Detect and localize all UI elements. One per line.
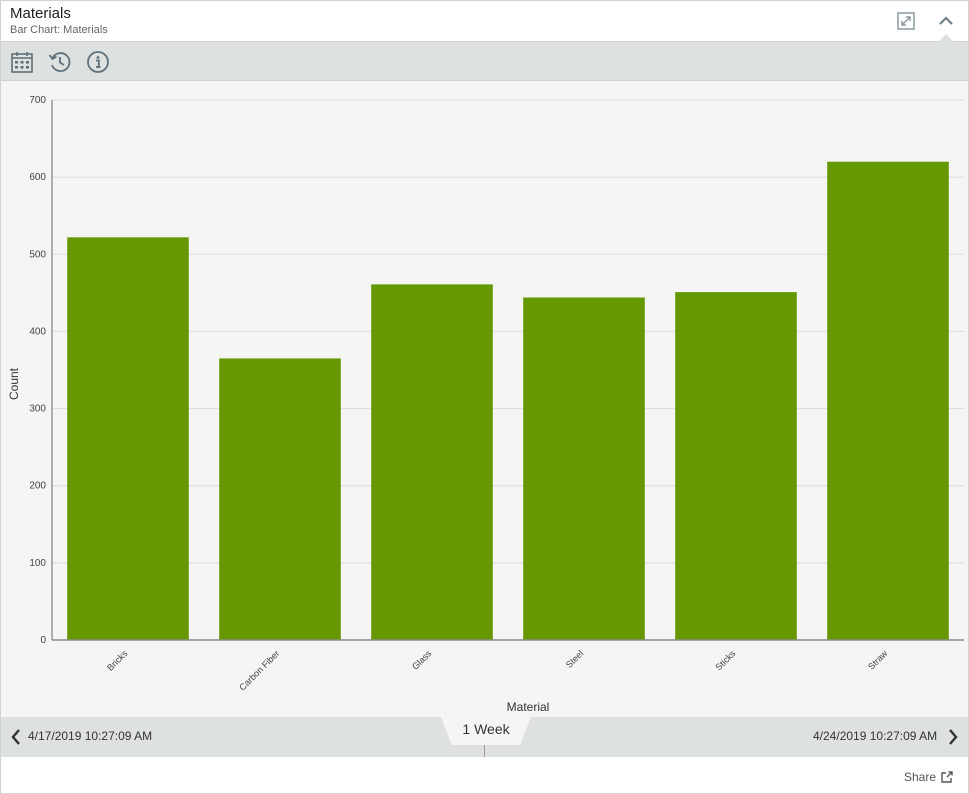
range-end-date: 4/24/2019 10:27:09 AM — [813, 729, 938, 743]
bar — [827, 161, 949, 640]
y-tick-label: 300 — [29, 404, 46, 415]
previous-range-arrow-icon[interactable] — [9, 727, 23, 747]
header-notch — [938, 34, 954, 42]
time-range-bar: 4/17/2019 10:27:09 AM 1 Week 4/24/2019 1… — [1, 717, 968, 757]
calendar-icon[interactable] — [10, 50, 34, 74]
chevron-up-icon[interactable] — [935, 10, 957, 32]
range-start-date: 4/17/2019 10:27:09 AM — [28, 729, 153, 743]
share-label: Share — [903, 770, 936, 784]
bar — [675, 292, 797, 640]
bar — [67, 237, 189, 641]
bar — [219, 358, 341, 640]
share-icon — [941, 771, 953, 783]
y-tick-label: 400 — [29, 326, 46, 337]
x-tick-label: Straw — [866, 648, 890, 672]
range-selector[interactable]: 1 Week — [462, 721, 510, 737]
expand-icon[interactable] — [895, 10, 917, 32]
y-tick-label: 0 — [40, 635, 46, 646]
x-tick-label: Steel — [564, 648, 586, 670]
y-tick-label: 500 — [29, 249, 46, 260]
y-axis-title: Count — [7, 367, 21, 400]
share-button[interactable]: Share — [904, 770, 954, 784]
history-clock-icon[interactable] — [48, 50, 72, 74]
bar-chart: 0 100 200 300 400 500 600 700 Bricks Carbon Fiber… — [7, 95, 964, 714]
x-tick-label: Sticks — [713, 648, 737, 672]
x-tick-label: Bricks — [105, 648, 130, 673]
range-tick — [484, 745, 485, 757]
chart-toolbar — [1, 42, 968, 81]
next-range-arrow-icon[interactable] — [946, 727, 960, 747]
bar — [371, 284, 493, 640]
x-axis-title: Material — [507, 700, 550, 714]
panel-footer: Share — [1, 757, 968, 793]
panel-subtitle: Bar Chart: Materials — [10, 24, 108, 36]
y-tick-label: 700 — [29, 95, 46, 106]
panel-title: Materials — [10, 5, 71, 22]
x-tick-label: Glass — [410, 648, 434, 672]
range-tab — [441, 717, 531, 745]
y-tick-label: 100 — [29, 558, 46, 569]
info-icon[interactable] — [86, 50, 110, 74]
y-tick-label: 200 — [29, 481, 46, 492]
x-tick-label: Carbon Fiber — [237, 648, 281, 692]
y-tick-label: 600 — [29, 172, 46, 183]
bar — [523, 297, 645, 640]
panel-header: Materials Bar Chart: Materials — [1, 1, 968, 42]
chart-area: 0 100 200 300 400 500 600 700 Bricks Carbon Fiber… — [1, 81, 968, 717]
